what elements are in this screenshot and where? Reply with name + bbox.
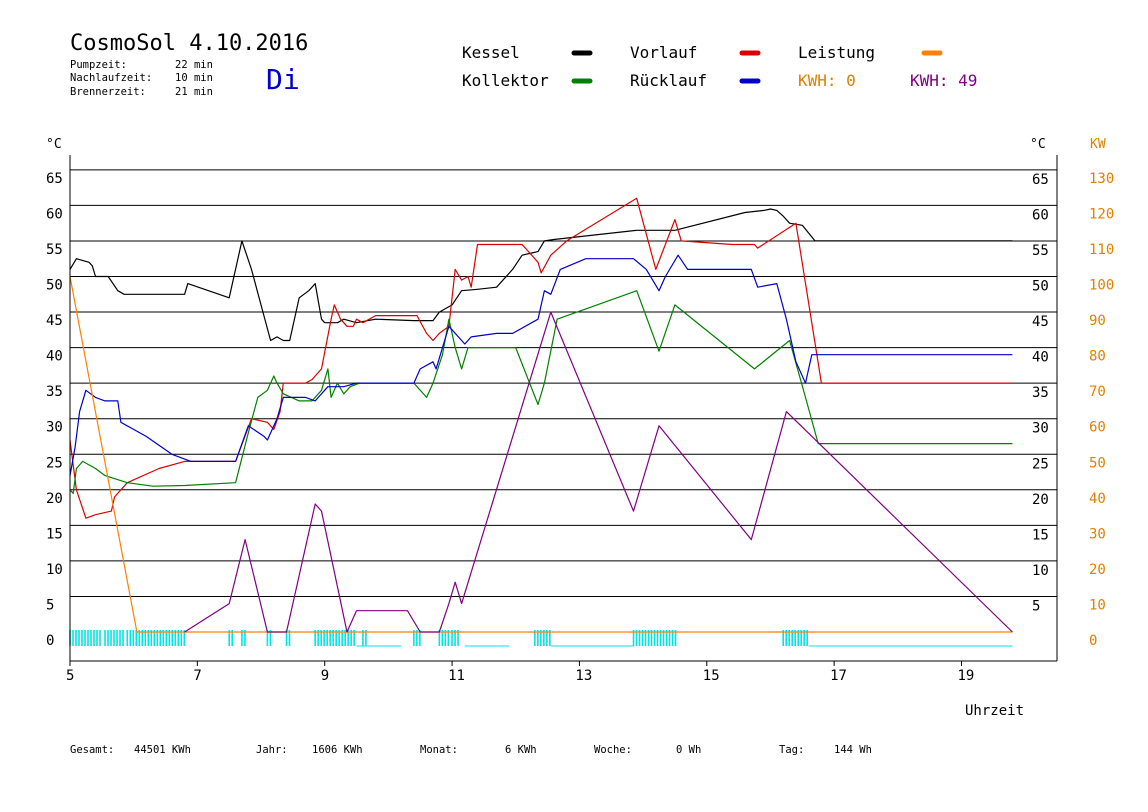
y-tick-left: 0	[46, 633, 54, 649]
y-tick-right-temp: 45	[1032, 314, 1049, 330]
legend-vorlauf-label: Vorlauf	[630, 43, 697, 62]
y-tick-left: 40	[46, 349, 63, 365]
y-tick-left: 15	[46, 526, 63, 542]
y-tick-right-power: 110	[1089, 242, 1114, 258]
y-tick-right-temp: 35	[1032, 385, 1049, 401]
footer-gesamt-label: Gesamt:	[70, 744, 114, 756]
axis-right-power-unit: KW	[1090, 137, 1106, 152]
y-tick-left: 35	[46, 384, 63, 400]
y-tick-right-temp: 15	[1032, 527, 1049, 543]
y-tick-right-temp: 40	[1032, 350, 1049, 366]
footer-tag-value: 144 Wh	[834, 744, 872, 756]
x-tick: 5	[66, 668, 74, 684]
series-line-kwh	[184, 311, 1013, 633]
x-tick: 15	[703, 668, 720, 684]
x-tick: 13	[575, 668, 592, 684]
tick-labels: 0510152025303540455055606551015202530354…	[46, 171, 1114, 684]
y-tick-left: 65	[46, 171, 63, 187]
y-tick-left: 5	[46, 597, 54, 613]
axis-left-unit: °C	[46, 137, 62, 152]
y-tick-left: 30	[46, 420, 63, 436]
series-lines	[69, 197, 1013, 633]
x-tick: 7	[193, 668, 201, 684]
y-tick-right-power: 40	[1089, 491, 1106, 507]
pumpzeit-label: Pumpzeit:	[70, 59, 127, 71]
y-tick-left: 55	[46, 242, 63, 258]
y-tick-right-temp: 50	[1032, 279, 1049, 295]
footer-woche-label: Woche:	[594, 744, 632, 756]
y-tick-left: 10	[46, 562, 63, 578]
x-tick: 11	[448, 668, 465, 684]
y-tick-right-temp: 65	[1032, 172, 1049, 188]
x-tick: 17	[830, 668, 847, 684]
y-tick-right-power: 130	[1089, 171, 1114, 187]
nachlaufzeit-value: 10 min	[175, 72, 213, 84]
footer-jahr-value: 1606 KWh	[312, 744, 363, 756]
x-tick: 19	[957, 668, 974, 684]
brennerzeit-value: 21 min	[175, 86, 213, 98]
y-tick-left: 20	[46, 491, 63, 507]
y-tick-right-temp: 10	[1032, 563, 1049, 579]
page-title: CosmoSol 4.10.2016	[70, 31, 308, 56]
y-tick-right-power: 50	[1089, 455, 1106, 471]
series-line-ruecklauf	[69, 254, 1013, 476]
legend: Kessel Vorlauf Leistung Kollektor Rückla…	[462, 43, 977, 90]
y-tick-right-temp: 20	[1032, 492, 1049, 508]
pumpzeit-value: 22 min	[175, 59, 213, 71]
y-tick-right-power: 30	[1089, 526, 1106, 542]
series-line-kessel	[69, 208, 1013, 342]
legend-ruecklauf-label: Rücklauf	[630, 71, 707, 90]
y-tick-right-temp: 55	[1032, 243, 1049, 259]
y-tick-right-temp: 25	[1032, 456, 1049, 472]
y-tick-left: 50	[46, 278, 63, 294]
footer-monat-label: Monat:	[420, 744, 458, 756]
footer-woche-value: 0 Wh	[676, 744, 701, 756]
header-info: Pumpzeit: 22 min Nachlaufzeit: 10 min Br…	[70, 59, 213, 98]
legend-kollektor-label: Kollektor	[462, 71, 549, 90]
x-axis-label: Uhrzeit	[965, 703, 1024, 719]
y-tick-right-power: 60	[1089, 420, 1106, 436]
footer-jahr-label: Jahr:	[256, 744, 288, 756]
y-tick-right-temp: 5	[1032, 598, 1040, 614]
y-tick-right-temp: 30	[1032, 421, 1049, 437]
y-tick-right-power: 20	[1089, 562, 1106, 578]
y-tick-right-power: 80	[1089, 349, 1106, 365]
y-tick-left: 25	[46, 455, 63, 471]
footer-stats: Gesamt: 44501 KWh Jahr: 1606 KWh Monat: …	[70, 744, 872, 756]
footer-tag-label: Tag:	[779, 744, 804, 756]
y-tick-right-power: 0	[1089, 633, 1097, 649]
y-tick-right-power: 100	[1089, 278, 1114, 294]
series-line-kollektor	[69, 290, 1013, 494]
legend-leistung-label: Leistung	[798, 43, 875, 62]
y-tick-right-power: 120	[1089, 206, 1114, 222]
legend-kwh-purple: KWH: 49	[910, 71, 977, 90]
brennerzeit-label: Brennerzeit:	[70, 86, 146, 98]
y-tick-right-temp: 60	[1032, 207, 1049, 223]
footer-gesamt-value: 44501 KWh	[134, 744, 191, 756]
footer-monat-value: 6 KWh	[505, 744, 537, 756]
legend-kwh-orange: KWH: 0	[798, 71, 856, 90]
series-line-leistung	[69, 276, 1013, 633]
y-tick-right-power: 90	[1089, 313, 1106, 329]
legend-kessel-label: Kessel	[462, 43, 520, 62]
pump-indicator	[69, 630, 1013, 647]
y-tick-left: 45	[46, 313, 63, 329]
axis-right-temp-unit: °C	[1030, 137, 1046, 152]
y-tick-right-power: 10	[1089, 597, 1106, 613]
x-tick: 9	[321, 668, 329, 684]
y-tick-left: 60	[46, 206, 63, 222]
y-tick-right-power: 70	[1089, 384, 1106, 400]
nachlaufzeit-label: Nachlaufzeit:	[70, 72, 152, 84]
weekday-label: Di	[266, 63, 300, 96]
